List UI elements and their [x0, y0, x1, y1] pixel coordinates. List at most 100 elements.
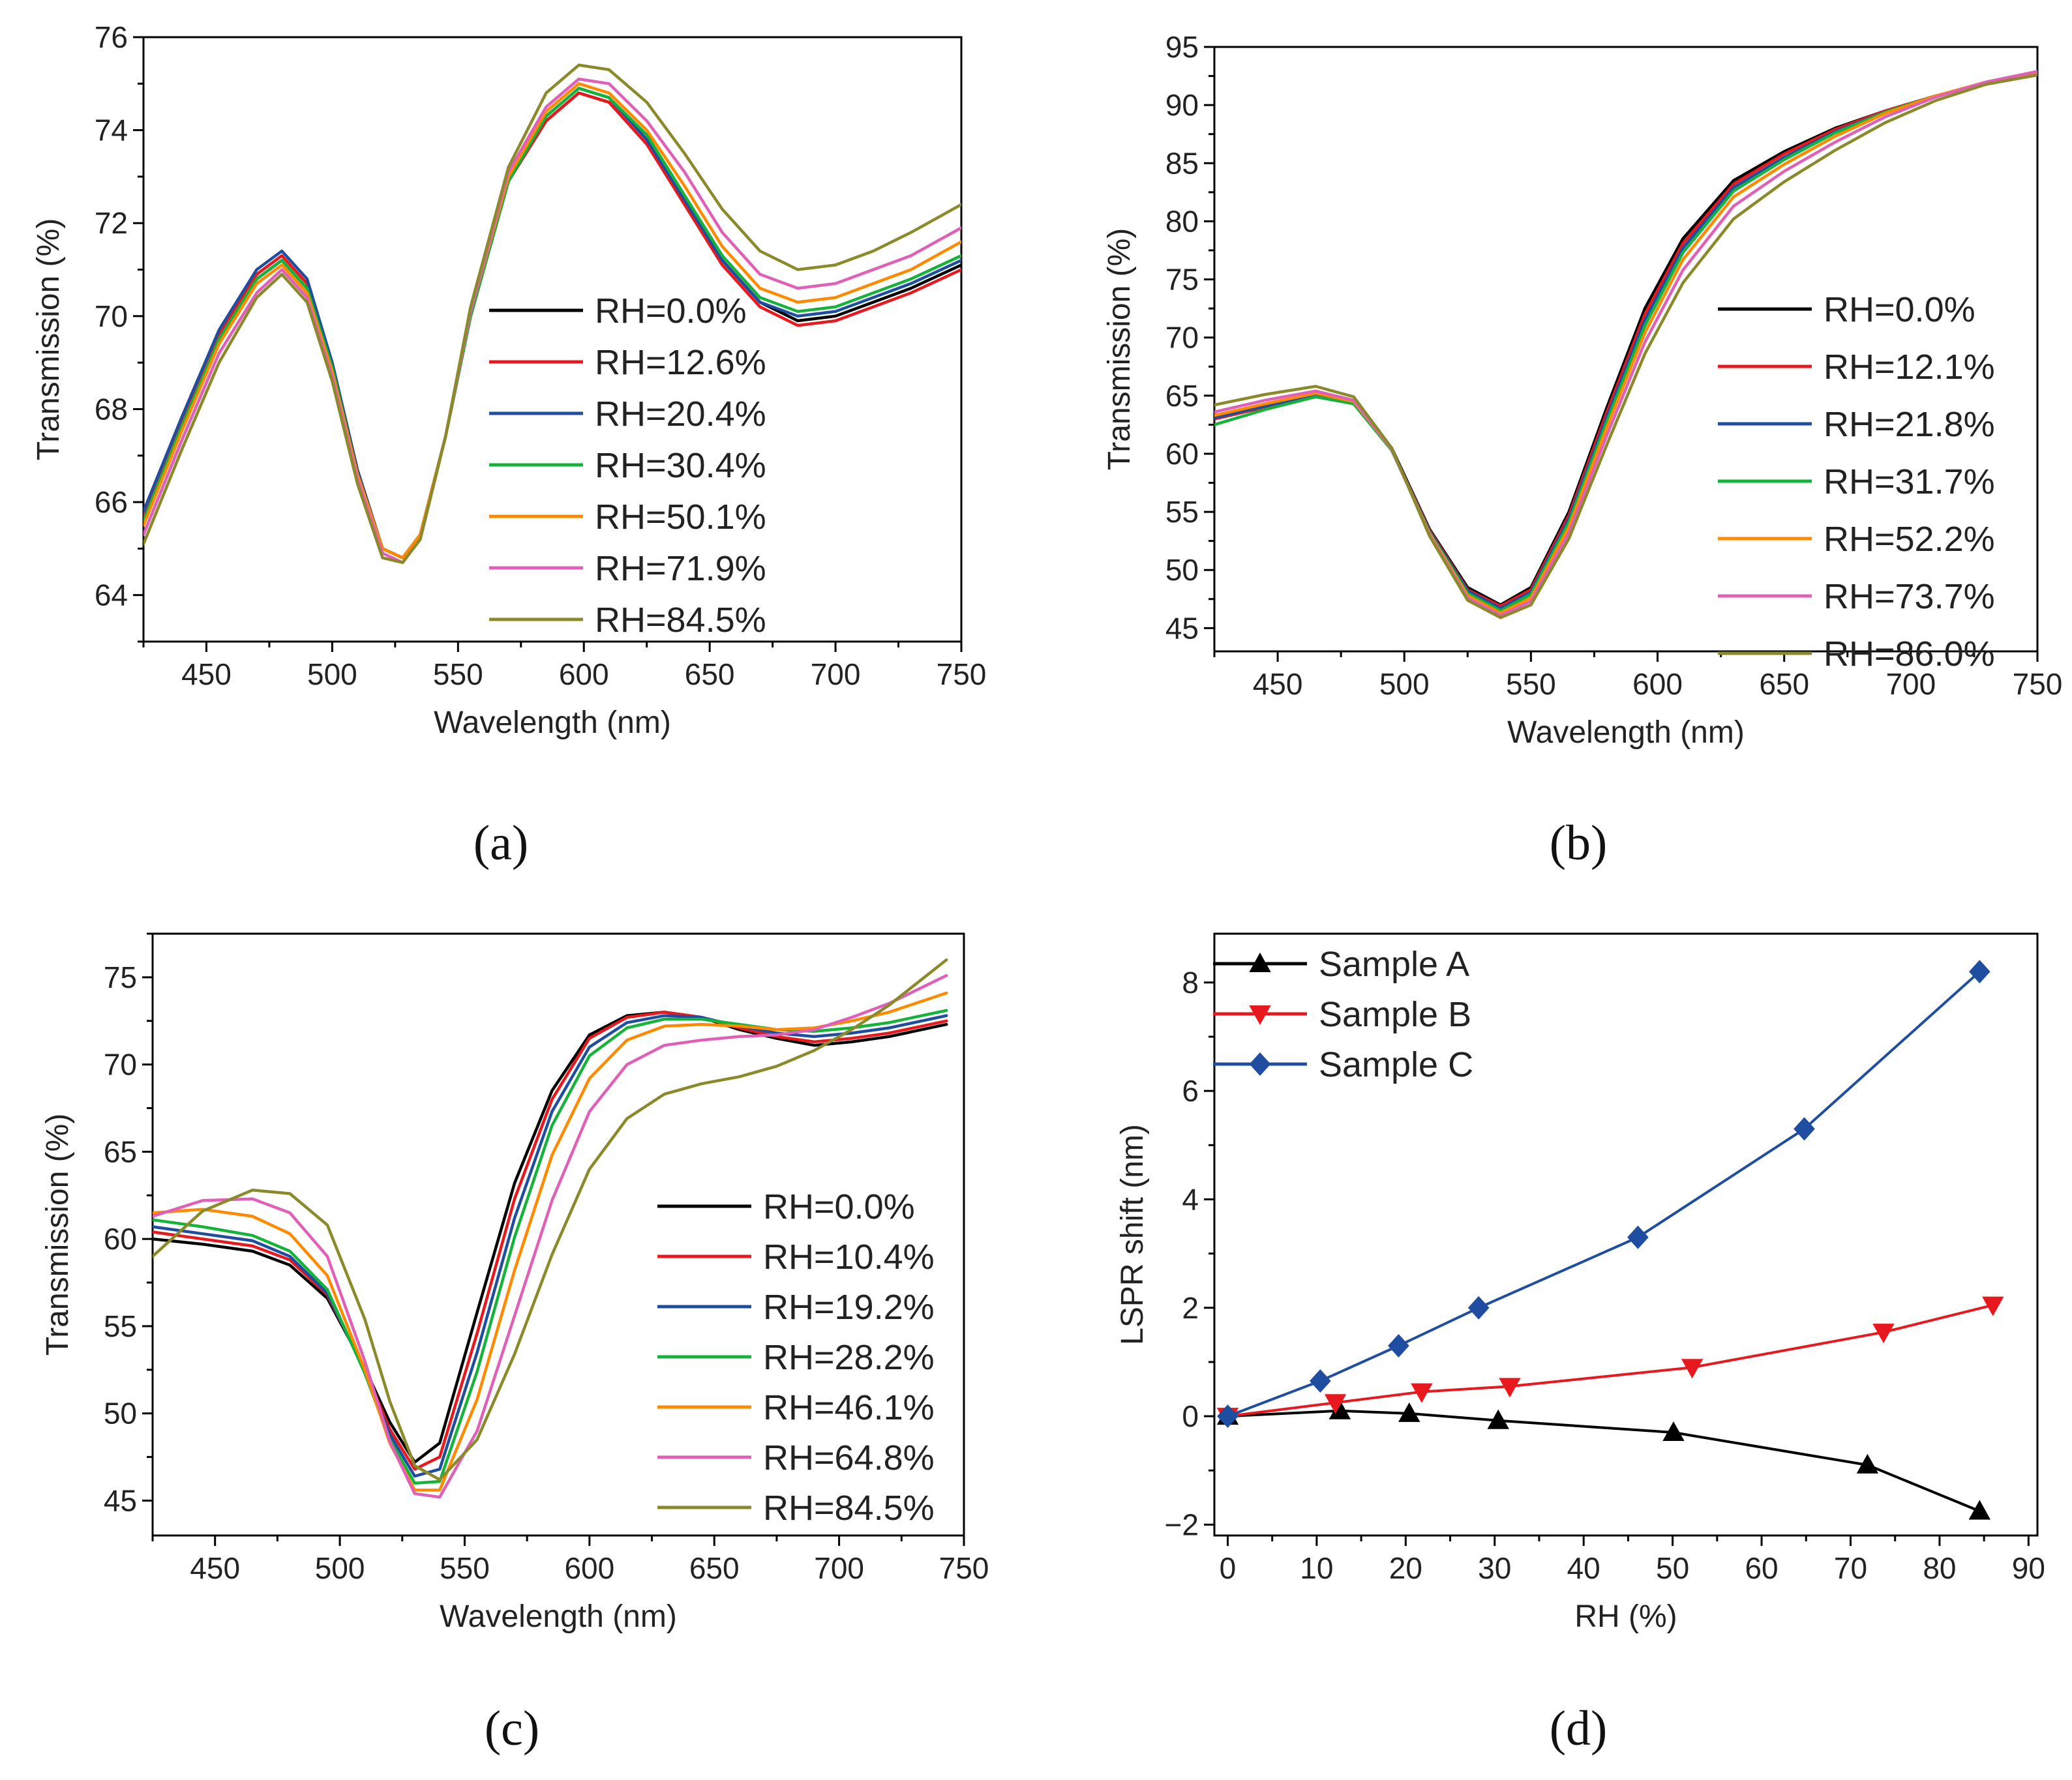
legend-label: RH=71.9% — [595, 549, 766, 588]
x-tick-label: 450 — [1253, 667, 1303, 701]
legend-item-rh-73-7: RH=73.7% — [1718, 577, 1995, 616]
legend-item-rh-20-4: RH=20.4% — [489, 394, 766, 434]
data-point-sample-a — [1968, 1500, 1991, 1520]
x-axis-title: Wavelength (nm) — [440, 1599, 677, 1634]
legend-label: RH=10.4% — [763, 1238, 935, 1277]
series-line-rh-0-0 — [143, 91, 961, 559]
legend-label: RH=84.5% — [595, 601, 766, 640]
panel-label: (c) — [485, 1701, 539, 1756]
y-tick-label: 76 — [95, 20, 128, 54]
data-point-sample-c — [1310, 1369, 1331, 1393]
legend-label: RH=52.2% — [1824, 520, 1995, 559]
panel-label: (d) — [1550, 1701, 1608, 1756]
legend-marker — [1249, 952, 1271, 972]
x-tick-label: 500 — [307, 657, 357, 691]
y-tick-label: 65 — [1165, 379, 1199, 413]
x-tick-label: 450 — [190, 1551, 240, 1585]
legend-label: RH=31.7% — [1824, 462, 1995, 501]
y-tick-label: 75 — [1165, 263, 1199, 297]
panel-label: (b) — [1550, 816, 1608, 870]
series-rh-86-0 — [1214, 73, 2037, 619]
y-tick-label: −2 — [1165, 1507, 1199, 1541]
y-tick-label: 0 — [1182, 1399, 1199, 1433]
legend-label: RH=19.2% — [763, 1288, 935, 1327]
series-line-rh-46-1 — [153, 991, 948, 1492]
y-tick-label: 70 — [104, 1048, 137, 1082]
legend-label: RH=21.8% — [1824, 405, 1995, 444]
legend-item-rh-30-4: RH=30.4% — [489, 446, 766, 485]
legend-item-rh-71-9: RH=71.9% — [489, 549, 766, 588]
y-tick-label: 70 — [1165, 321, 1199, 355]
x-tick-label: 90 — [2012, 1551, 2045, 1585]
data-point-sample-b — [1324, 1394, 1347, 1414]
data-point-sample-c — [1968, 960, 1990, 984]
y-tick-label: 80 — [1165, 204, 1199, 238]
series-line-rh-30-4 — [143, 87, 961, 559]
y-tick-label: 6 — [1182, 1074, 1199, 1108]
y-tick-label: 8 — [1182, 966, 1199, 1000]
y-tick-label: 85 — [1165, 146, 1199, 180]
legend-item-rh-0-0: RH=0.0% — [657, 1187, 915, 1226]
data-point-sample-b — [1872, 1324, 1895, 1344]
series-sample-c — [1217, 960, 1990, 1429]
series-rh-28-2 — [153, 1009, 948, 1485]
series-rh-0-0 — [143, 91, 961, 559]
series-line-rh-20-4 — [143, 87, 961, 559]
legend-item-rh-86-0: RH=86.0% — [1718, 634, 1995, 674]
x-tick-label: 40 — [1567, 1551, 1600, 1585]
y-tick-label: 70 — [95, 299, 128, 333]
x-tick-label: 600 — [564, 1551, 614, 1585]
x-tick-label: 70 — [1834, 1551, 1867, 1585]
legend-item-rh-64-8: RH=64.8% — [657, 1438, 935, 1477]
series-line-rh-10-4 — [153, 1011, 948, 1471]
legend-label: RH=73.7% — [1824, 577, 1995, 616]
x-tick-label: 0 — [1220, 1551, 1237, 1585]
legend-label: RH=0.0% — [763, 1187, 915, 1226]
x-tick-label: 60 — [1745, 1551, 1778, 1585]
legend-label: RH=20.4% — [595, 394, 766, 434]
x-tick-label: 650 — [685, 657, 735, 691]
y-tick-label: 55 — [104, 1309, 137, 1343]
plot-frame — [142, 36, 963, 643]
legend-label: RH=50.1% — [595, 497, 766, 537]
legend-item-rh-84-5: RH=84.5% — [489, 601, 766, 640]
legend-marker — [1249, 1005, 1271, 1026]
data-point-sample-a — [1662, 1421, 1685, 1442]
data-point-sample-c — [1467, 1296, 1490, 1320]
y-tick-label: 55 — [1165, 495, 1199, 529]
x-tick-label: 550 — [433, 657, 483, 691]
series-line-rh-28-2 — [153, 1009, 948, 1485]
legend-label: RH=86.0% — [1824, 634, 1995, 674]
panel-label: (a) — [473, 816, 528, 870]
x-axis-title: RH (%) — [1574, 1599, 1677, 1634]
legend-item-rh-52-2: RH=52.2% — [1718, 520, 1995, 559]
legend-item-sample-c: Sample C — [1213, 1045, 1473, 1084]
data-point-sample-b — [1982, 1296, 2004, 1316]
x-tick-label: 500 — [315, 1551, 365, 1585]
legend-item-rh-31-7: RH=31.7% — [1718, 462, 1995, 501]
y-tick-label: 75 — [104, 960, 137, 994]
y-tick-label: 60 — [104, 1222, 137, 1256]
y-tick-label: 2 — [1182, 1291, 1199, 1325]
x-axis-title: Wavelength (nm) — [1507, 715, 1745, 750]
legend-item-rh-0-0: RH=0.0% — [489, 291, 747, 331]
y-tick-label: 45 — [1165, 611, 1199, 645]
x-tick-label: 700 — [814, 1551, 864, 1585]
x-tick-label: 700 — [1885, 667, 1936, 701]
chart-panel-d: 0 10 20 30 40 50 60 70 80 90 −2 0 2 4 6 8 RH (%) LSPR shi… — [1115, 932, 2045, 1756]
series-rh-30-4 — [143, 87, 961, 559]
y-axis-title: Transmission (%) — [1102, 228, 1137, 471]
x-tick-label: 450 — [181, 657, 232, 691]
y-tick-label: 65 — [104, 1135, 137, 1168]
x-tick-label: 80 — [1923, 1551, 1956, 1585]
series-line-rh-0-0 — [153, 1011, 948, 1464]
y-tick-label: 90 — [1165, 88, 1199, 122]
data-point-sample-a — [1398, 1402, 1420, 1422]
y-tick-label: 60 — [1165, 437, 1199, 471]
series-rh-12-6 — [143, 91, 961, 559]
data-point-sample-c — [1794, 1117, 1815, 1141]
data-point-sample-a — [1856, 1453, 1879, 1474]
data-point-sample-c — [1627, 1225, 1649, 1249]
legend-item-rh-46-1: RH=46.1% — [657, 1388, 935, 1427]
